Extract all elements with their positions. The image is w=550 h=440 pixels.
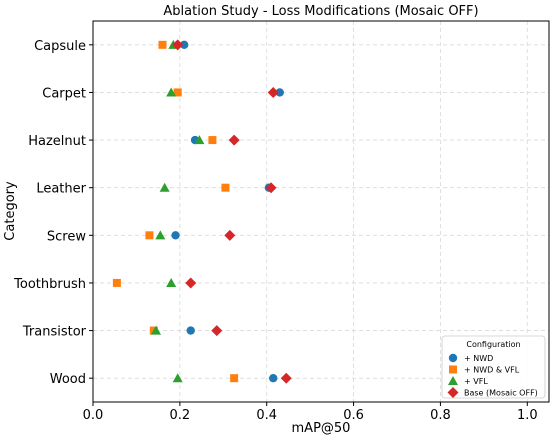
legend-marker: [447, 387, 459, 398]
data-point: [166, 277, 177, 287]
legend-box: [441, 335, 546, 399]
x-tick-label: 0.8: [430, 408, 451, 423]
data-point: [208, 136, 217, 145]
legend-title: Configuration: [466, 340, 520, 349]
legend-entry: + NWD & VFL: [464, 366, 520, 375]
data-point: [112, 278, 121, 287]
y-tick-label: Capsule: [34, 39, 86, 54]
y-tick-label: Transistor: [22, 325, 87, 340]
series-0: [171, 40, 284, 383]
data-point: [185, 277, 197, 289]
legend-marker: [449, 365, 457, 374]
x-tick-label: 0.4: [256, 408, 277, 423]
x-axis-label: mAP@50: [292, 421, 351, 436]
data-point: [228, 134, 240, 146]
y-tick-label: Screw: [47, 229, 86, 244]
data-point: [171, 231, 180, 240]
legend-entry: + NWD: [464, 354, 493, 363]
data-point: [280, 372, 292, 384]
series-2: [150, 39, 205, 383]
data-point: [265, 182, 277, 194]
data-point: [224, 229, 236, 241]
data-point: [158, 40, 167, 49]
y-tick-label: Toothbrush: [13, 277, 86, 292]
legend-entry: + VFL: [464, 377, 488, 386]
data-point: [173, 88, 182, 97]
data-point: [221, 183, 230, 192]
data-point: [267, 86, 279, 98]
data-point: [269, 373, 278, 383]
data-point: [145, 231, 154, 240]
data-point: [180, 40, 189, 50]
data-point: [186, 326, 195, 335]
data-point: [172, 373, 183, 383]
data-point: [166, 87, 177, 97]
legend-entry: Base (Mosaic OFF): [464, 389, 538, 398]
plot-frame: [92, 20, 550, 403]
y-tick-label: Leather: [36, 182, 86, 197]
x-tick-label: 0.2: [170, 408, 191, 423]
data-point: [159, 182, 170, 192]
x-tick-label: 1.0: [517, 408, 538, 423]
legend: Configuration + NWD + NWD & VFL + VFL Base (…: [441, 335, 546, 399]
data-point: [150, 325, 161, 335]
data-point: [155, 230, 166, 240]
y-axis-label: Category: [3, 181, 18, 241]
x-tick-label: 0.0: [83, 408, 104, 423]
series-3: [172, 39, 292, 384]
legend-marker: [448, 376, 458, 385]
y-tick-label: Carpet: [42, 86, 86, 101]
data-point: [211, 325, 223, 337]
chart-title: Ablation Study - Loss Modifications (Mos…: [163, 4, 478, 19]
data-point: [275, 88, 284, 97]
y-tick-label: Hazelnut: [28, 134, 86, 149]
data-point: [172, 39, 184, 51]
data-point: [194, 135, 205, 145]
x-tick-label: 0.6: [343, 408, 364, 423]
legend-marker: [448, 353, 458, 363]
data-point: [230, 374, 239, 383]
y-tick-label: Wood: [50, 372, 86, 387]
